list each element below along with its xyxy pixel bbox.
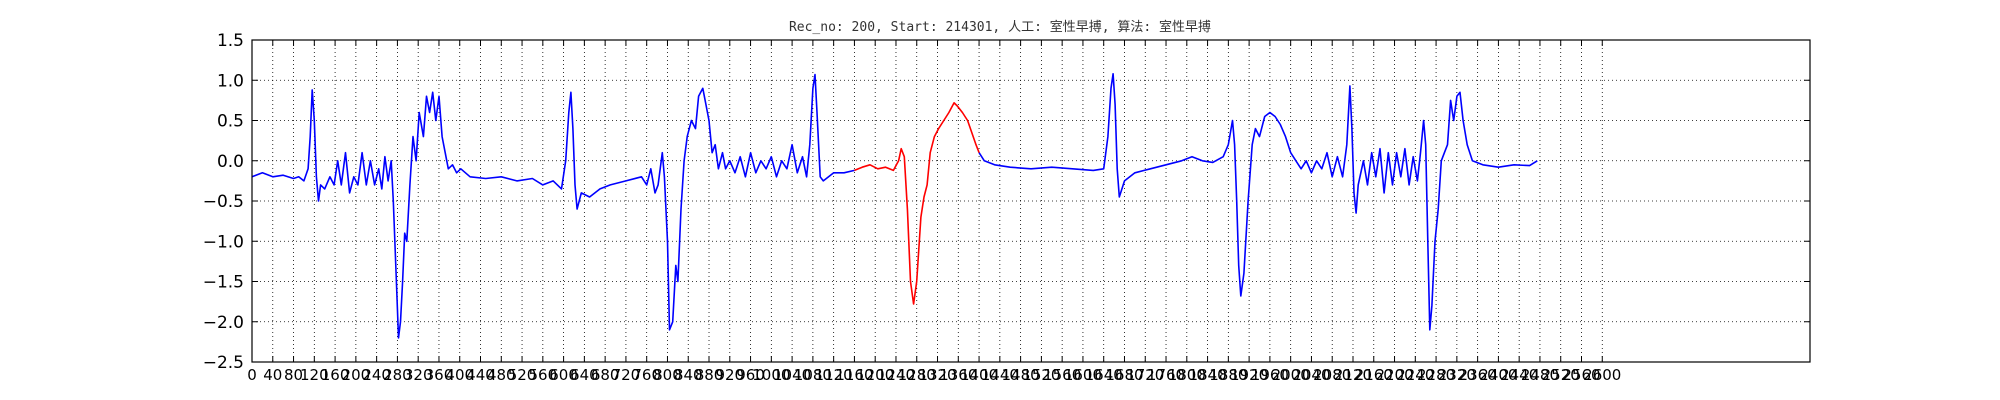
x-tick-label: 120 (300, 366, 329, 384)
x-tick-label: 1280 (898, 366, 936, 384)
x-tick-label: 1000 (752, 366, 790, 384)
y-tick-label: 1.0 (217, 71, 244, 91)
x-tick-label: 2160 (1355, 366, 1393, 384)
x-tick-label: 1160 (835, 366, 873, 384)
x-tick-label: 2480 (1521, 366, 1559, 384)
ecg-series-0 (251, 73, 855, 339)
x-tick-label: 2280 (1417, 366, 1455, 384)
x-tick-label: 2600 (1583, 366, 1621, 384)
x-tick-label: 1080 (794, 366, 832, 384)
x-tick-label: 1040 (773, 366, 811, 384)
x-tick-label: 2000 (1272, 366, 1310, 384)
x-tick-label: 560 (529, 366, 558, 384)
x-tick-label: 0 (247, 366, 257, 384)
x-tick-label: 1240 (877, 366, 915, 384)
x-tick-label: 1960 (1251, 366, 1289, 384)
x-tick-label: 1120 (815, 366, 853, 384)
x-tick-label: 1680 (1105, 366, 1143, 384)
x-tick-label: 720 (612, 366, 641, 384)
x-tick-label: 1800 (1168, 366, 1206, 384)
x-tick-label: 2240 (1396, 366, 1434, 384)
x-tick-label: 760 (632, 366, 661, 384)
x-tick-label: 1360 (939, 366, 977, 384)
x-tick-label: 2400 (1479, 366, 1517, 384)
x-tick-label: 600 (549, 366, 578, 384)
x-tick-label: 1720 (1126, 366, 1164, 384)
y-tick-label: 1.5 (217, 31, 244, 51)
x-tick-label: 1400 (960, 366, 998, 384)
y-tick-label: −2.0 (203, 313, 244, 333)
x-tick-label: 2440 (1500, 366, 1538, 384)
x-tick-label: 2360 (1459, 366, 1497, 384)
x-tick-label: 1320 (918, 366, 956, 384)
ecg-series-2 (978, 73, 1538, 331)
x-tick-label: 840 (674, 366, 703, 384)
x-tick-label: 160 (321, 366, 350, 384)
x-tick-label: 360 (425, 366, 454, 384)
x-tick-label: 1200 (856, 366, 894, 384)
x-tick-label: 40 (263, 366, 282, 384)
x-tick-label: 1880 (1209, 366, 1247, 384)
x-tick-label: 280 (383, 366, 412, 384)
x-tick-label: 80 (284, 366, 303, 384)
x-tick-label: 960 (736, 366, 765, 384)
y-axis: 1.5 1.0 0.5 0.0 −0.5 −1.0 −1.5 −2.0 −2.5 (203, 31, 1810, 373)
x-tick-label: 240 (362, 366, 391, 384)
x-tick-label: 520 (508, 366, 537, 384)
x-tick-label: 2560 (1562, 366, 1600, 384)
x-tick-label: 640 (570, 366, 599, 384)
plot-lines (251, 73, 1538, 339)
x-tick-label: 880 (695, 366, 724, 384)
x-tick-label: 1840 (1188, 366, 1226, 384)
x-tick-label: 2320 (1438, 366, 1476, 384)
y-tick-label: 0.0 (217, 152, 244, 172)
x-tick-label: 400 (445, 366, 474, 384)
x-tick-label: 1600 (1064, 366, 1102, 384)
x-tick-label: 1640 (1085, 366, 1123, 384)
grid (251, 39, 1810, 363)
x-tick-label: 2120 (1334, 366, 1372, 384)
x-tick-label: 1560 (1043, 366, 1081, 384)
x-tick-label: 800 (653, 366, 682, 384)
x-tick-label: 480 (487, 366, 516, 384)
x-tick-label: 1480 (1002, 366, 1040, 384)
y-tick-label: −1.0 (203, 232, 244, 252)
chart-title: Rec_no: 200, Start: 214301, 人工: 室性早搏, 算法… (788, 20, 1212, 35)
x-tick-label: 2080 (1313, 366, 1351, 384)
x-tick-label: 200 (342, 366, 371, 384)
x-axis: 0 40 8012016020024028032036040044048052056… (247, 40, 1621, 384)
x-tick-label: 2040 (1292, 366, 1330, 384)
x-tick-label: 440 (466, 366, 495, 384)
x-tick-label: 1440 (981, 366, 1019, 384)
x-tick-label: 920 (715, 366, 744, 384)
ecg-series-1 (854, 102, 980, 305)
x-tick-label: 2200 (1375, 366, 1413, 384)
x-tick-label: 1520 (1022, 366, 1060, 384)
y-tick-label: −0.5 (203, 192, 244, 212)
y-tick-label: −2.5 (203, 353, 244, 373)
y-tick-label: −1.5 (203, 273, 244, 293)
x-tick-label: 2520 (1542, 366, 1580, 384)
y-tick-label: 0.5 (217, 112, 244, 132)
x-tick-label: 680 (591, 366, 620, 384)
x-tick-label: 1760 (1147, 366, 1185, 384)
x-tick-label: 320 (404, 366, 433, 384)
x-tick-label: 1920 (1230, 366, 1268, 384)
